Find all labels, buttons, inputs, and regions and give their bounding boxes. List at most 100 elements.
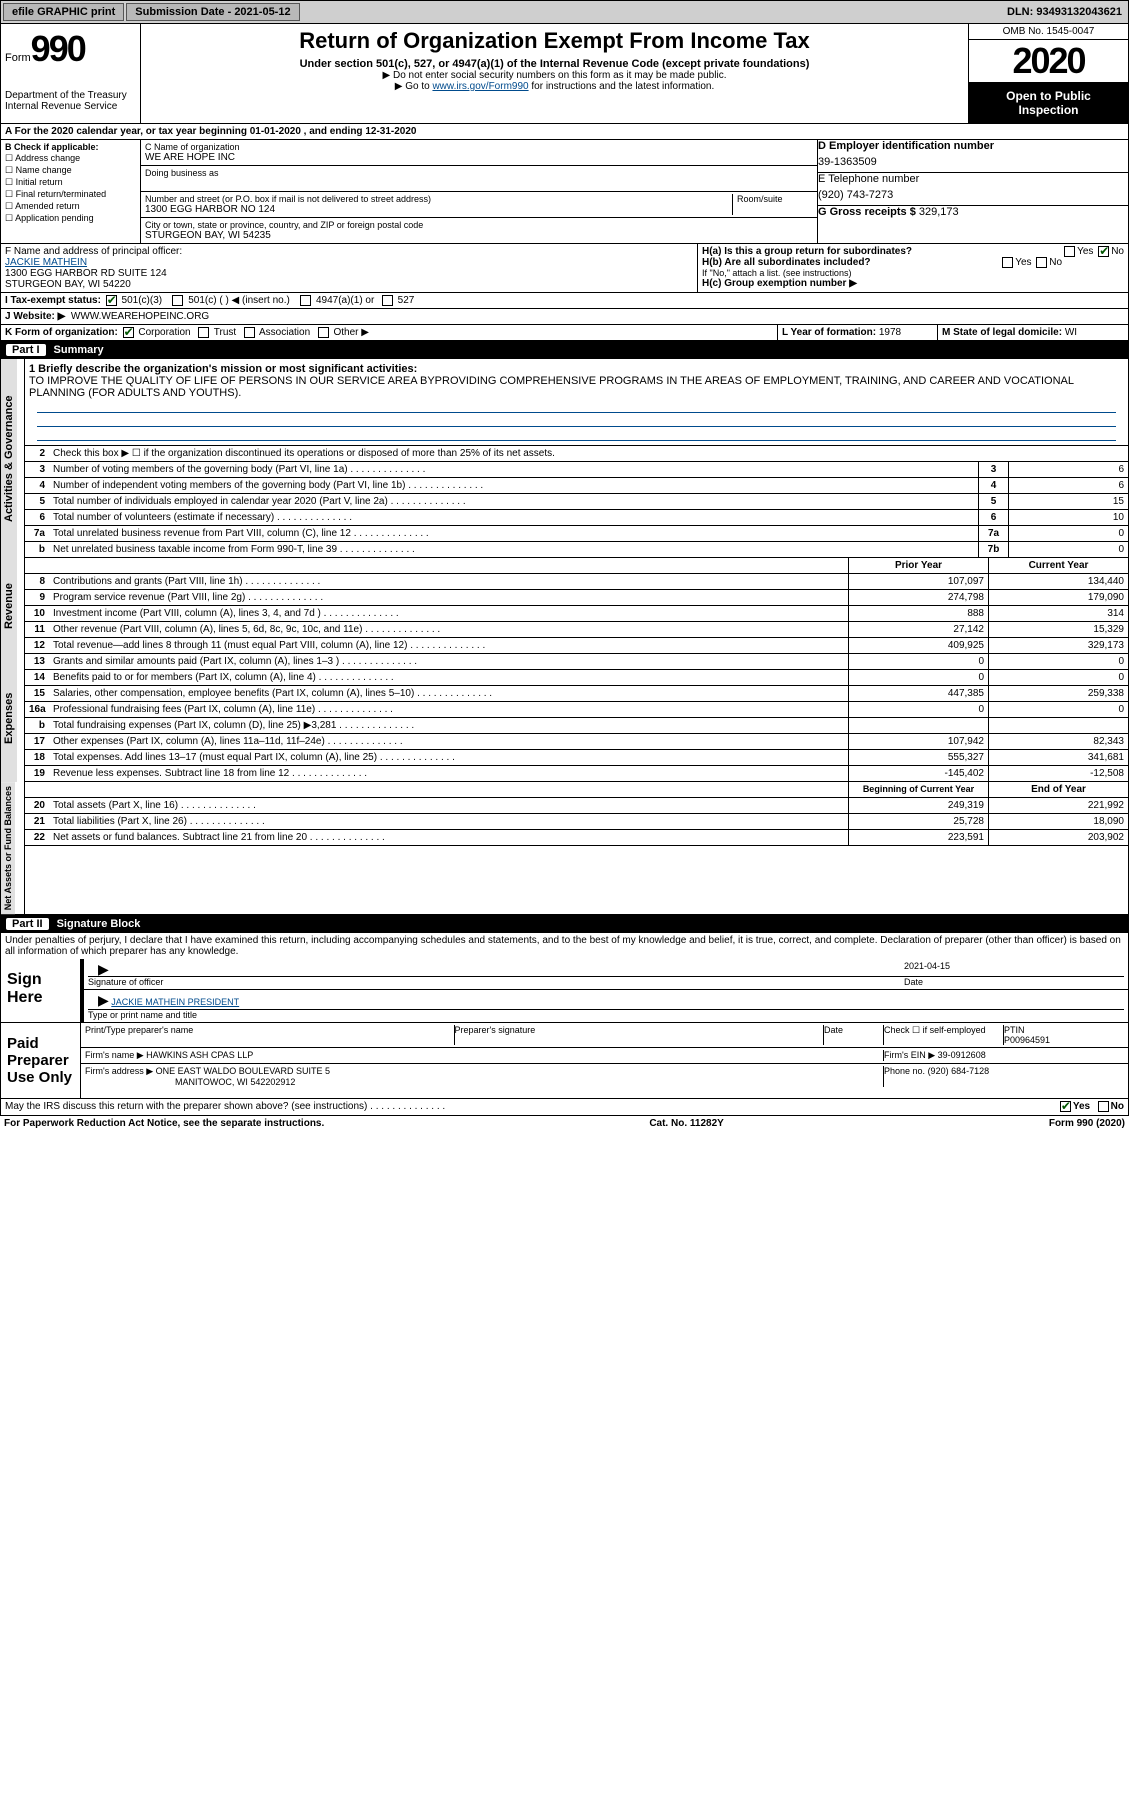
chk-application-pending[interactable]: ☐ Application pending bbox=[5, 213, 136, 224]
discuss-row: May the IRS discuss this return with the… bbox=[0, 1099, 1129, 1115]
inspection-label: Open to Public Inspection bbox=[969, 83, 1128, 123]
part1-num: Part I bbox=[6, 344, 46, 356]
data-line: 22Net assets or fund balances. Subtract … bbox=[25, 830, 1128, 846]
e-label: E Telephone number bbox=[818, 173, 1128, 185]
form-subtitle: Under section 501(c), 527, or 4947(a)(1)… bbox=[145, 58, 964, 70]
data-line: 8Contributions and grants (Part VIII, li… bbox=[25, 574, 1128, 590]
pt-label: Print/Type preparer's name bbox=[85, 1025, 455, 1045]
org-address: 1300 EGG HARBOR NO 124 bbox=[145, 204, 732, 215]
discuss-yes[interactable] bbox=[1060, 1101, 1071, 1112]
form-label: Form bbox=[5, 52, 31, 64]
chk-initial-return[interactable]: ☐ Initial return bbox=[5, 177, 136, 188]
chk-final-return[interactable]: ☐ Final return/terminated bbox=[5, 189, 136, 200]
block-b-label: B Check if applicable: bbox=[5, 142, 99, 152]
firm-ein: 39-0912608 bbox=[938, 1050, 986, 1060]
chk-amended-return[interactable]: ☐ Amended return bbox=[5, 201, 136, 212]
ein: 39-1363509 bbox=[818, 152, 1128, 172]
chk-address-change[interactable]: ☐ Address change bbox=[5, 153, 136, 164]
dt-label: Date bbox=[824, 1025, 884, 1045]
data-line: 19Revenue less expenses. Subtract line 1… bbox=[25, 766, 1128, 782]
part2-num: Part II bbox=[6, 918, 49, 930]
data-line: 20Total assets (Part X, line 16)249,3192… bbox=[25, 798, 1128, 814]
part1-header: Part I Summary bbox=[0, 341, 1129, 359]
firm-addr-label: Firm's address ▶ bbox=[85, 1066, 153, 1076]
officer-name[interactable]: JACKIE MATHEIN bbox=[5, 257, 87, 268]
data-line: 21Total liabilities (Part X, line 26)25,… bbox=[25, 814, 1128, 830]
officer-address: 1300 EGG HARBOR RD SUITE 124 STURGEON BA… bbox=[5, 268, 693, 290]
part2-title: Signature Block bbox=[57, 918, 141, 930]
discuss-text: May the IRS discuss this return with the… bbox=[5, 1101, 445, 1112]
d-label: D Employer identification number bbox=[818, 140, 994, 152]
room-label: Room/suite bbox=[733, 194, 813, 215]
mission-text: TO IMPROVE THE QUALITY OF LIFE OF PERSON… bbox=[29, 375, 1074, 399]
activity-line: 2Check this box ▶ ☐ if the organization … bbox=[25, 446, 1128, 462]
k-trust[interactable] bbox=[198, 327, 209, 338]
col-begin-year: Beginning of Current Year bbox=[848, 782, 988, 797]
instructions-link[interactable]: www.irs.gov/Form990 bbox=[432, 81, 528, 92]
c-name-label: C Name of organization bbox=[145, 142, 813, 152]
footer-right: Form 990 (2020) bbox=[1049, 1118, 1125, 1129]
hb-yes[interactable] bbox=[1002, 257, 1013, 268]
omb-number: OMB No. 1545-0047 bbox=[969, 24, 1128, 40]
part1-title: Summary bbox=[54, 344, 104, 356]
ptin: P00964591 bbox=[1004, 1035, 1050, 1045]
k-label: K Form of organization: bbox=[5, 327, 118, 338]
col-current-year: Current Year bbox=[988, 558, 1128, 573]
website: WWW.WEAREHOPEINC.ORG bbox=[71, 311, 209, 322]
city-label: City or town, state or province, country… bbox=[145, 220, 813, 230]
data-line: 12Total revenue—add lines 8 through 11 (… bbox=[25, 638, 1128, 654]
sign-date: 2021-04-15 bbox=[904, 961, 1124, 977]
dln-text: DLN: 93493132043621 bbox=[1007, 6, 1126, 18]
netassets-section: Net Assets or Fund Balances Beginning of… bbox=[0, 782, 1129, 915]
i-501c3[interactable] bbox=[106, 295, 117, 306]
activity-line: 3Number of voting members of the governi… bbox=[25, 462, 1128, 478]
activity-line: 6Total number of volunteers (estimate if… bbox=[25, 510, 1128, 526]
domicile: WI bbox=[1065, 327, 1077, 338]
addr-label: Number and street (or P.O. box if mail i… bbox=[145, 194, 732, 204]
phone-label: Phone no. bbox=[884, 1066, 925, 1076]
i-501c[interactable] bbox=[172, 295, 183, 306]
form-number: 990 bbox=[31, 28, 85, 70]
note-1: ▶ Do not enter social security numbers o… bbox=[145, 70, 964, 81]
discuss-no[interactable] bbox=[1098, 1101, 1109, 1112]
g-label: G Gross receipts $ bbox=[818, 206, 916, 218]
data-line: 18Total expenses. Add lines 13–17 (must … bbox=[25, 750, 1128, 766]
hb-no[interactable] bbox=[1036, 257, 1047, 268]
note-2-pre: ▶ Go to bbox=[395, 81, 433, 92]
org-city: STURGEON BAY, WI 54235 bbox=[145, 230, 813, 241]
page-footer: For Paperwork Reduction Act Notice, see … bbox=[0, 1116, 1129, 1131]
submission-button[interactable]: Submission Date - 2021-05-12 bbox=[126, 3, 299, 21]
i-4947[interactable] bbox=[300, 295, 311, 306]
firm-addr: ONE EAST WALDO BOULEVARD SUITE 5 bbox=[156, 1066, 330, 1076]
firm-label: Firm's name ▶ bbox=[85, 1050, 144, 1060]
k-corp[interactable] bbox=[123, 327, 134, 338]
efile-button[interactable]: efile GRAPHIC print bbox=[3, 3, 124, 21]
dept-text: Department of the Treasury Internal Reve… bbox=[5, 90, 136, 112]
chk-name-change[interactable]: ☐ Name change bbox=[5, 165, 136, 176]
ps-label: Preparer's signature bbox=[455, 1025, 825, 1045]
i-527[interactable] bbox=[382, 295, 393, 306]
officer-signature-name[interactable]: JACKIE MATHEIN PRESIDENT bbox=[111, 997, 239, 1007]
note-2-post: for instructions and the latest informat… bbox=[531, 81, 714, 92]
data-line: 10Investment income (Part VIII, column (… bbox=[25, 606, 1128, 622]
firm-phone: (920) 684-7128 bbox=[928, 1066, 990, 1076]
activity-line: 4Number of independent voting members of… bbox=[25, 478, 1128, 494]
col-end-year: End of Year bbox=[988, 782, 1128, 797]
footer-left: For Paperwork Reduction Act Notice, see … bbox=[4, 1118, 324, 1129]
i-label: I Tax-exempt status: bbox=[5, 295, 101, 306]
ha-label: H(a) Is this a group return for subordin… bbox=[702, 246, 912, 257]
activity-line: bNet unrelated business taxable income f… bbox=[25, 542, 1128, 558]
k-assoc[interactable] bbox=[244, 327, 255, 338]
ha-no[interactable] bbox=[1098, 246, 1109, 257]
part2-header: Part II Signature Block bbox=[0, 915, 1129, 933]
vlabel-netassets: Net Assets or Fund Balances bbox=[1, 782, 15, 914]
chk-self-employed[interactable]: Check ☐ if self-employed bbox=[884, 1025, 1004, 1045]
data-line: 15Salaries, other compensation, employee… bbox=[25, 686, 1128, 702]
f-label: F Name and address of principal officer: bbox=[5, 246, 693, 257]
k-other[interactable] bbox=[318, 327, 329, 338]
col-prior-year: Prior Year bbox=[848, 558, 988, 573]
dba-label: Doing business as bbox=[145, 168, 813, 178]
row-klm: K Form of organization: Corporation Trus… bbox=[0, 325, 1129, 341]
ha-yes[interactable] bbox=[1064, 246, 1075, 257]
data-line: 16aProfessional fundraising fees (Part I… bbox=[25, 702, 1128, 718]
